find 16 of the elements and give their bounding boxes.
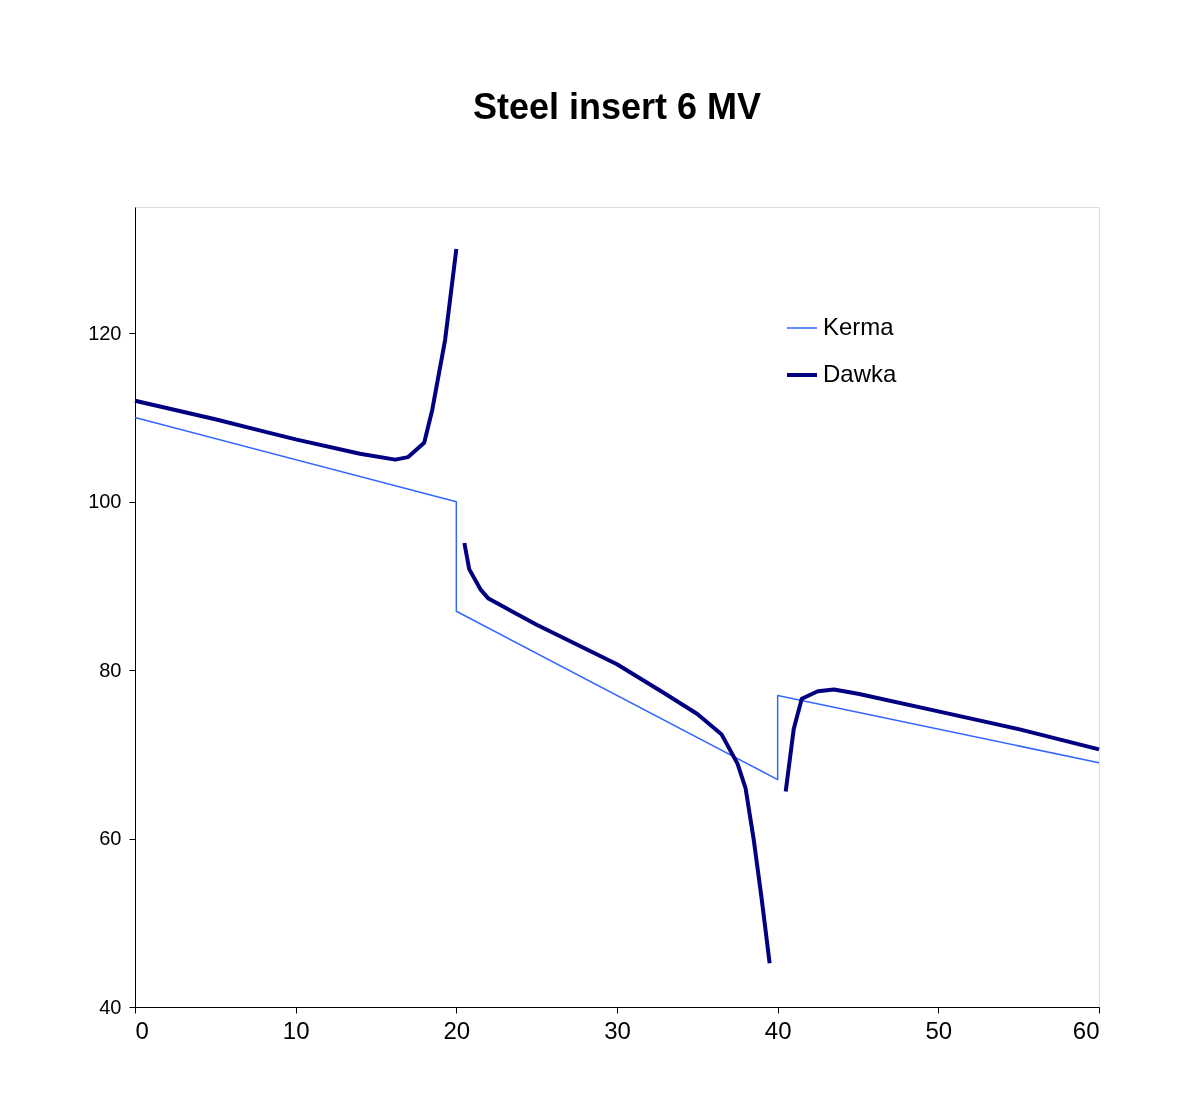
y-tick-label: 100 [88,490,122,513]
x-tick-label: 30 [604,1016,631,1044]
x-tick-label: 20 [443,1016,471,1044]
x-tick-label: 10 [282,1016,310,1044]
legend-label: Kerma [823,313,895,340]
legend-label: Dawka [823,360,898,387]
y-tick-label: 80 [99,658,122,681]
x-tick-label: 50 [925,1016,953,1044]
x-tick-label: 60 [1072,1016,1100,1044]
x-tick-label: 40 [764,1016,792,1044]
y-tick-label: 60 [99,827,122,850]
x-tick-label: 0 [135,1016,149,1044]
y-tick-label: 120 [88,321,122,344]
chart-title: Steel insert 6 MV [472,86,762,127]
y-tick-label: 40 [99,995,122,1018]
line-series [134,416,1100,781]
